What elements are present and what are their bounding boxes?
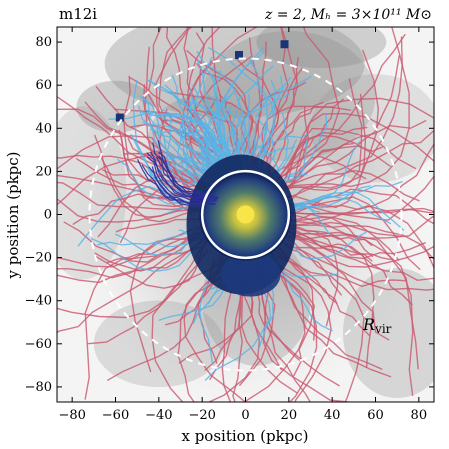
x-tick-label: 80 <box>411 408 428 423</box>
y-axis-ticks: −80 −60 −40 −20 0 20 40 60 80 <box>25 35 434 395</box>
red-track <box>151 258 227 402</box>
red-track <box>276 36 403 192</box>
x-tick-label: −20 <box>188 408 215 423</box>
red-track <box>293 142 434 211</box>
y-tick-label: −40 <box>25 294 52 309</box>
red-track <box>278 233 414 396</box>
blue-track <box>279 196 392 225</box>
red-track <box>264 254 332 402</box>
red-track <box>276 129 434 202</box>
red-track <box>123 75 205 185</box>
red-track <box>278 34 406 180</box>
title-right: z = 2, Mₕ = 3×10¹¹ M⊙ <box>264 7 432 23</box>
red-track <box>286 208 434 215</box>
x-tick-label: 20 <box>281 408 298 423</box>
blue-track <box>275 114 328 186</box>
y-tick-label: −60 <box>25 337 52 352</box>
x-axis-label: x position (pkpc) <box>181 427 308 445</box>
red-track <box>284 243 342 296</box>
x-tick-label: −80 <box>58 408 85 423</box>
galaxy-tail <box>220 252 281 297</box>
red-track <box>87 249 208 345</box>
x-tick-label: 60 <box>367 408 384 423</box>
red-track <box>291 112 434 187</box>
x-axis-ticks: −80 −60 −40 −20 0 20 40 60 80 <box>58 27 427 423</box>
galaxy-circle <box>200 169 291 260</box>
red-track <box>275 222 434 268</box>
x-tick-label: 40 <box>324 408 341 423</box>
dark-blue-track <box>156 156 217 201</box>
satellite-clump <box>235 51 243 60</box>
red-track <box>72 193 201 225</box>
red-track <box>280 93 367 209</box>
circle-layer <box>88 57 403 372</box>
red-track <box>296 224 434 261</box>
red-track <box>57 155 213 207</box>
red-track <box>281 219 403 237</box>
dark-blue-track <box>147 156 217 202</box>
x-tick-label: 0 <box>241 408 249 423</box>
red-track <box>279 196 421 270</box>
plot-area <box>57 27 434 402</box>
x-tick-label: −40 <box>145 408 172 423</box>
red-track <box>282 216 400 261</box>
y-tick-label: 40 <box>35 121 52 136</box>
y-tick-label: 0 <box>44 208 52 223</box>
y-axis-label: y position (pkpc) <box>4 151 22 279</box>
gas-clump <box>256 27 387 69</box>
red-track <box>84 246 202 400</box>
red-track <box>281 228 434 282</box>
blue-track <box>253 76 312 175</box>
galaxy-layer <box>115 40 297 297</box>
red-track <box>57 228 193 268</box>
blue-track <box>146 79 226 181</box>
satellite-clump <box>115 113 124 122</box>
dark-blue-track <box>146 152 218 201</box>
blue-track <box>286 185 371 209</box>
red-track <box>94 134 199 218</box>
x-tick-label: −60 <box>102 408 129 423</box>
Rvir-circle <box>88 57 403 372</box>
red-track <box>275 255 365 402</box>
red-track <box>57 95 210 195</box>
red-track <box>286 55 400 183</box>
red-track <box>207 264 261 402</box>
red-track <box>285 205 434 270</box>
gas-clump <box>343 268 434 399</box>
gas-clump <box>93 300 224 388</box>
dark-blue-track <box>141 164 216 206</box>
y-tick-label: 80 <box>35 35 52 50</box>
y-tick-label: 60 <box>35 78 52 93</box>
red-track <box>268 247 392 378</box>
red-track <box>288 243 375 368</box>
red-track <box>290 175 434 221</box>
dark-blue-track <box>158 152 219 199</box>
y-tick-label: −20 <box>25 251 52 266</box>
dark-track-layer <box>137 140 219 206</box>
red-track <box>57 238 207 334</box>
dark-blue-track <box>148 166 216 205</box>
red-track <box>295 229 392 261</box>
y-tick-label: 20 <box>35 164 52 179</box>
galaxy-core <box>236 205 255 224</box>
satellite-clump <box>280 40 289 49</box>
y-tick-label: −80 <box>25 380 52 395</box>
red-track <box>276 120 427 198</box>
red-track <box>273 101 324 169</box>
red-track <box>57 226 213 279</box>
red-track <box>277 107 334 179</box>
red-track <box>278 246 371 337</box>
red-track <box>288 27 410 188</box>
red-track <box>292 235 434 291</box>
red-track <box>290 239 407 288</box>
title-left: m12i <box>59 5 97 23</box>
